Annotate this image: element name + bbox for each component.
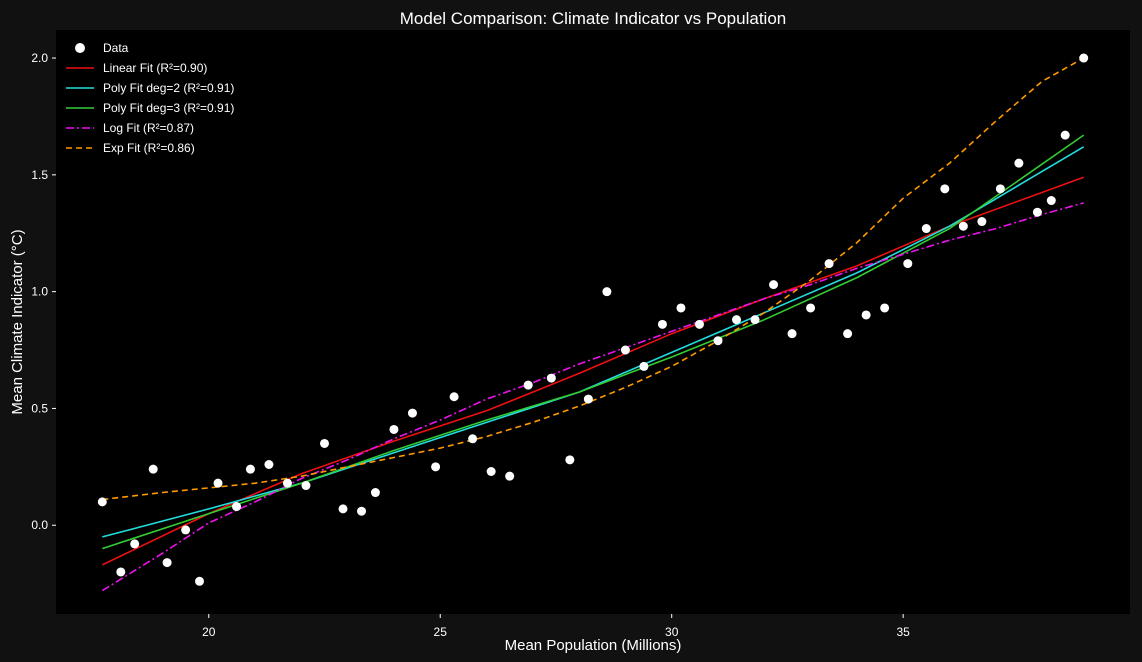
legend-label-poly2: Poly Fit deg=2 (R²=0.91) xyxy=(103,81,234,95)
legend-label-log: Log Fit (R²=0.87) xyxy=(103,121,194,135)
data-point xyxy=(389,424,399,434)
data-point xyxy=(468,434,478,444)
data-point xyxy=(1032,207,1042,217)
data-point xyxy=(1046,196,1056,206)
data-point xyxy=(449,392,459,402)
data-point xyxy=(130,539,140,549)
data-point xyxy=(264,459,274,469)
data-point xyxy=(880,303,890,313)
data-point xyxy=(407,408,417,418)
y-tick-label: 1.5 xyxy=(31,168,48,182)
data-point xyxy=(565,455,575,465)
x-tick-label: 20 xyxy=(202,625,216,639)
data-point xyxy=(750,315,760,325)
data-point xyxy=(861,310,871,320)
data-point xyxy=(357,506,367,516)
legend-label-poly3: Poly Fit deg=3 (R²=0.91) xyxy=(103,101,234,115)
data-point xyxy=(148,464,158,474)
legend-marker-data xyxy=(75,43,85,53)
data-point xyxy=(843,329,853,339)
data-point xyxy=(505,471,515,481)
data-point xyxy=(732,315,742,325)
data-point xyxy=(486,467,496,477)
data-point xyxy=(213,478,223,488)
x-tick-label: 25 xyxy=(434,625,448,639)
data-point xyxy=(1014,158,1024,168)
data-point xyxy=(282,478,292,488)
data-point xyxy=(523,380,533,390)
data-point xyxy=(769,280,779,290)
data-point xyxy=(657,319,667,329)
chart-title: Model Comparison: Climate Indicator vs P… xyxy=(400,9,786,28)
data-point xyxy=(995,184,1005,194)
data-point xyxy=(181,525,191,535)
data-point xyxy=(583,394,593,404)
data-point xyxy=(694,319,704,329)
y-tick-label: 0.0 xyxy=(31,518,48,532)
y-axis-label: Mean Climate Indicator (°C) xyxy=(9,229,26,414)
data-point xyxy=(370,488,380,498)
x-tick-label: 30 xyxy=(665,625,679,639)
data-point xyxy=(546,373,556,383)
data-point xyxy=(245,464,255,474)
data-point xyxy=(958,221,968,231)
data-point xyxy=(97,497,107,507)
data-point xyxy=(301,481,311,491)
data-point xyxy=(431,462,441,472)
data-points xyxy=(97,53,1089,586)
x-tick-label: 35 xyxy=(896,625,910,639)
data-point xyxy=(977,217,987,227)
x-axis-label: Mean Population (Millions) xyxy=(505,637,682,654)
legend-label-linear: Linear Fit (R²=0.90) xyxy=(103,61,207,75)
fit-line-4 xyxy=(102,57,1085,501)
data-point xyxy=(1060,130,1070,140)
data-point xyxy=(116,567,126,577)
data-point xyxy=(232,502,242,512)
data-point xyxy=(1079,53,1089,63)
data-point xyxy=(824,259,834,269)
data-point xyxy=(320,438,329,448)
data-point xyxy=(787,329,797,339)
data-point xyxy=(676,303,686,313)
legend: Data Linear Fit (R²=0.90) Poly Fit deg=2… xyxy=(66,41,234,155)
fit-line-0 xyxy=(101,176,1084,566)
data-point xyxy=(338,504,348,514)
y-tick-label: 1.0 xyxy=(31,285,48,299)
legend-label-data: Data xyxy=(103,41,129,55)
data-point xyxy=(903,259,913,269)
fit-lines xyxy=(101,57,1085,592)
data-point xyxy=(713,336,723,346)
legend-label-exp: Exp Fit (R²=0.86) xyxy=(103,141,195,155)
x-axis-ticks: 20 25 30 35 xyxy=(202,614,910,639)
data-point xyxy=(921,224,931,234)
y-tick-label: 0.5 xyxy=(31,401,48,415)
y-tick-label: 2.0 xyxy=(31,51,48,65)
data-point xyxy=(602,287,612,297)
data-point xyxy=(806,303,816,313)
y-axis-ticks: 0.0 0.5 1.0 1.5 2.0 xyxy=(31,51,56,532)
data-point xyxy=(639,361,649,371)
data-point xyxy=(940,184,950,194)
data-point xyxy=(162,558,172,568)
data-point xyxy=(195,576,205,586)
plot-area xyxy=(56,30,1130,614)
data-point xyxy=(620,345,630,355)
